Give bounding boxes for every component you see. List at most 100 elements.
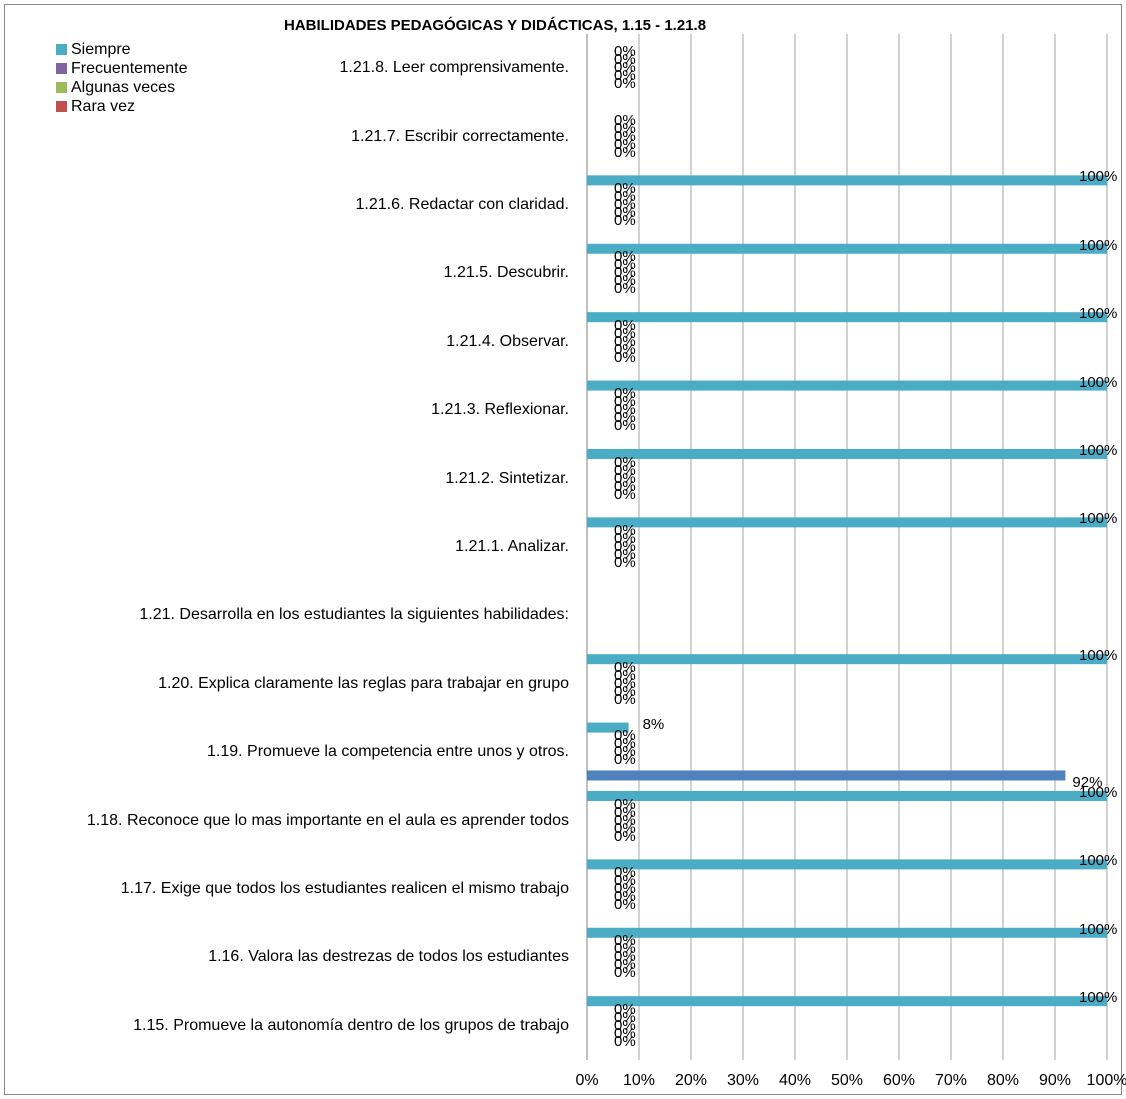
zero-label: 0% [614,127,636,145]
legend-label-frecuentemente: Frecuentemente [71,60,188,77]
zero-label: 0% [614,880,636,897]
value-label-siempre: 100% [1079,989,1118,1007]
zero-label: 0% [614,477,636,495]
zero-label: 0% [614,348,636,366]
bar-extra-series [587,770,1066,781]
zero-label: 0% [614,409,636,427]
legend: Siempre Frecuentemente Algunas veces Rar… [56,40,188,116]
category-label: 1.21.4. Observar. [446,332,569,350]
zero-label: 0% [614,727,636,745]
zero-label: 0% [614,1016,636,1034]
zero-value-labels: 0% 0% 0% 0% 0% [614,248,636,296]
zero-label: 0% [614,332,636,350]
zero-label: 0% [614,1024,636,1042]
bar-siempre [587,517,1107,528]
x-tick-label: 90% [1038,1072,1072,1089]
category-label: 1.21.3. Reflexionar. [431,401,569,419]
zero-label: 0% [614,751,636,769]
category-label: 1.17. Exige que todos los estudiantes re… [120,880,569,897]
zero-value-labels: 0% 0% 0% 0% 0% [614,43,636,91]
legend-swatch-algunas-veces [56,82,67,93]
legend-swatch-frecuentemente [56,63,67,74]
x-tick-label: 50% [830,1072,864,1089]
category-label: 1.16. Valora las destrezas de todos los … [208,948,569,966]
zero-label: 0% [614,896,636,913]
zero-label: 0% [614,795,636,813]
value-label-siempre: 100% [1079,920,1118,938]
value-label-siempre: 100% [1079,236,1118,254]
bar-siempre [587,448,1107,459]
zero-label: 0% [614,469,636,487]
zero-value-labels: 0% 0% 0% 0% [614,727,636,769]
zero-label: 0% [614,324,636,342]
zero-label: 0% [614,1000,636,1018]
bar-siempre [587,380,1107,391]
zero-value-labels: 0% 0% 0% 0% 0% [614,316,636,366]
chart-title: HABILIDADES PEDAGÓGICAS Y DIDÁCTICAS, 1.… [284,17,707,34]
bar-siempre [587,243,1107,254]
zero-label: 0% [614,956,636,974]
zero-label: 0% [614,948,636,966]
zero-value-labels: 0% 0% 0% 0% 0% [614,111,636,160]
zero-label: 0% [614,811,636,829]
zero-label: 0% [614,888,636,905]
zero-label: 0% [614,538,636,555]
zero-label: 0% [614,248,636,266]
zero-label: 0% [614,196,636,213]
zero-label: 0% [614,393,636,411]
x-tick-label: 0% [575,1072,599,1089]
zero-label: 0% [614,872,636,889]
zero-value-labels: 0% 0% 0% 0% 0% [614,453,636,503]
zero-label: 0% [614,256,636,274]
zero-label: 0% [614,1032,636,1050]
zero-label: 0% [614,340,636,358]
value-label-siempre: 100% [1079,168,1118,186]
legend-swatch-siempre [56,44,67,55]
bar-siempre [587,175,1107,186]
zero-label: 0% [614,316,636,334]
legend-item-algunas-veces: Algunas veces [56,78,188,97]
bar-siempre [587,722,629,733]
legend-label-algunas-veces: Algunas veces [71,79,176,96]
zero-label: 0% [614,940,636,958]
zero-label: 0% [614,803,636,821]
zero-label: 0% [614,135,636,153]
bar-siempre [587,312,1107,323]
category-label: 1.21.1. Analizar. [455,538,569,555]
zero-value-labels: 0% 0% 0% 0% 0% [614,795,636,845]
legend-swatch-rara-vez [56,101,67,112]
category-label: 1.21. Desarrolla en los estudiantes la s… [139,606,569,624]
x-tick-label: 10% [622,1072,656,1089]
bar-siempre [587,654,1107,665]
zero-label: 0% [614,743,636,761]
zero-label: 0% [614,212,636,229]
zero-label: 0% [614,964,636,982]
value-label-siempre: 100% [1079,647,1118,665]
x-tick-label: 70% [934,1072,968,1089]
zero-label: 0% [614,401,636,419]
zero-label: 0% [614,682,636,700]
zero-label: 0% [614,546,636,563]
chart-frame [4,4,1122,1095]
zero-label: 0% [614,59,636,77]
zero-label: 0% [614,819,636,837]
category-label: 1.21.6. Redactar con claridad. [355,196,569,213]
value-label-siempre: 100% [1079,852,1118,870]
zero-label: 0% [614,43,636,61]
value-label-siempre: 100% [1079,373,1118,391]
x-tick-label: 20% [674,1072,708,1089]
zero-label: 0% [614,417,636,435]
category-label: 1.20. Explica claramente las reglas para… [158,674,569,692]
value-label-siempre: 8% [642,715,665,733]
zero-label: 0% [614,111,636,129]
zero-label: 0% [614,485,636,503]
zero-label: 0% [614,51,636,69]
zero-label: 0% [614,453,636,471]
zero-label: 0% [614,827,636,845]
zero-label: 0% [614,864,636,881]
zero-label: 0% [614,666,636,684]
zero-label: 0% [614,554,636,571]
zero-label: 0% [614,264,636,282]
legend-item-frecuentemente: Frecuentemente [56,59,188,78]
